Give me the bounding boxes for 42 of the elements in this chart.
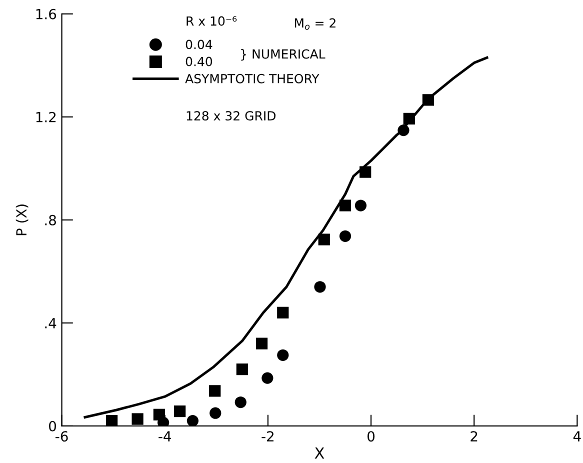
x-tick-label: -6	[56, 431, 68, 442]
point	[360, 166, 372, 178]
x-tick-label: -2	[262, 431, 274, 442]
point	[210, 407, 222, 419]
point	[234, 396, 246, 408]
point	[339, 200, 352, 212]
point	[186, 415, 199, 426]
point	[277, 306, 289, 318]
y-tick-label: 1.2	[36, 112, 56, 122]
point	[132, 413, 144, 425]
y-tick-label: .4	[45, 318, 56, 328]
point	[174, 405, 186, 418]
point	[209, 385, 221, 397]
y-axis-title: P (X)	[16, 204, 28, 236]
y-tick-label: .8	[45, 214, 56, 226]
point	[314, 281, 326, 293]
point	[106, 415, 118, 426]
legend-title: R x 10⁻⁶	[186, 16, 237, 26]
annotation: M$_{o}$ = 2	[294, 18, 336, 30]
x-tick-label: 4	[573, 431, 581, 442]
point	[318, 234, 330, 246]
point	[354, 200, 367, 212]
y-tick-label: 0	[49, 420, 56, 432]
point	[256, 338, 268, 350]
legend-label: ASYMPTOTIC THEORY	[185, 74, 320, 84]
annotation: } NUMERICAL	[241, 49, 326, 61]
point	[422, 94, 434, 106]
point	[339, 230, 352, 242]
point	[403, 112, 415, 125]
x-tick-label: 2	[470, 431, 478, 442]
point	[277, 349, 289, 361]
point	[153, 408, 166, 420]
x-axis-title: X	[314, 448, 324, 459]
point	[262, 372, 274, 384]
legend-label: 0.04	[186, 40, 212, 50]
annotation: 128 x 32 GRID	[186, 111, 276, 121]
legend-label: 0.40	[186, 56, 212, 66]
x-tick-label: -4	[158, 431, 172, 442]
x-tick-label: 0	[368, 431, 375, 442]
point	[398, 124, 410, 136]
y-tick-label: 1.6	[36, 8, 56, 20]
point	[236, 363, 248, 376]
